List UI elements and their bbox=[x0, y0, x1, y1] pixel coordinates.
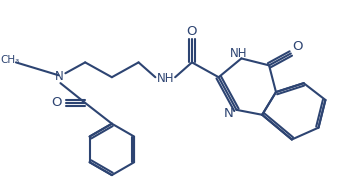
Text: O: O bbox=[51, 96, 62, 109]
Text: NH: NH bbox=[156, 72, 174, 85]
Text: O: O bbox=[187, 25, 197, 38]
Text: O: O bbox=[292, 40, 303, 53]
Text: NH: NH bbox=[230, 47, 247, 60]
Text: N: N bbox=[55, 70, 64, 83]
Text: CH₃: CH₃ bbox=[0, 55, 20, 65]
Text: N: N bbox=[224, 107, 233, 120]
